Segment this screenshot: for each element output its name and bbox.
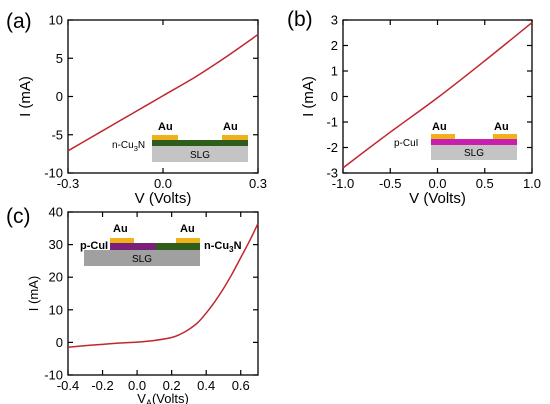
inset-substrate-label: SLG (464, 148, 484, 159)
y-tick-label: 10 (49, 13, 63, 28)
y-tick-label: -10 (44, 166, 63, 181)
y-tick-label: -3 (326, 166, 338, 181)
y-axis-label: I (mA) (300, 76, 317, 117)
device-inset: Au Au SLG n-Cu3N (112, 121, 248, 162)
x-axis-label: V (Volts) (135, 190, 192, 207)
y-axis-label: I (mA) (17, 76, 34, 117)
y-tick-label: 10 (49, 302, 63, 317)
series-line (67, 33, 259, 152)
x-tick-label: -0.4 (57, 378, 79, 393)
y-tick-label: 3 (331, 13, 338, 28)
inset-substrate (84, 250, 200, 266)
inset-contact-right (222, 135, 248, 140)
panel-b: (b) -1.0 -0.5 0.0 0.5 1.0 -3 -2 -1 0 1 2 3 V (Volts) I… (287, 8, 541, 207)
x-tick-label: 0.2 (163, 378, 181, 393)
y-tick-label: 40 (49, 205, 63, 220)
y-tick-label: -10 (44, 368, 63, 383)
inset-substrate (431, 145, 517, 160)
y-tick-label: 30 (49, 237, 63, 252)
panel-label: (a) (6, 10, 32, 33)
inset-contact-left (431, 134, 455, 139)
y-tick-label: 0 (56, 335, 63, 350)
panel-label: (b) (287, 8, 313, 31)
inset-contact-right-label: Au (494, 121, 509, 133)
inset-layer (431, 139, 517, 145)
inset-contact-right-label: Au (180, 223, 195, 235)
x-tick-label: -0.2 (91, 378, 113, 393)
inset-contact-left (152, 135, 178, 140)
inset-contact-right (176, 238, 200, 243)
x-tick-label: 0.3 (249, 176, 267, 191)
y-tick-label: 0 (331, 89, 338, 104)
x-tick-label: -1.0 (332, 176, 354, 191)
inset-substrate-label: SLG (132, 254, 152, 265)
series-line (342, 21, 533, 169)
device-inset: Au Au SLG p-CuI n-Cu3N (80, 223, 242, 266)
y-tick-label: 2 (331, 38, 338, 53)
plot-frame (67, 211, 259, 376)
series-line (67, 223, 259, 349)
inset-contact-left (110, 238, 134, 243)
y-tick-label: -1 (326, 115, 338, 130)
inset-layer-label: p-CuI (394, 138, 418, 149)
y-tick-label: 1 (331, 64, 338, 79)
inset-right-label: n-Cu3N (204, 240, 242, 254)
y-tick-label: -5 (51, 127, 63, 142)
inset-layer-left (110, 243, 156, 250)
x-tick-label: 0.0 (428, 176, 446, 191)
x-axis-label: VA(Volts) (137, 391, 189, 404)
x-tick-label: 0.6 (232, 378, 250, 393)
inset-layer-label: n-Cu3N (112, 140, 145, 153)
x-axis-label: V (Volts) (409, 190, 466, 207)
x-tick-label: 1.0 (523, 176, 541, 191)
inset-contact-right (493, 134, 517, 139)
x-tick-label: 0.0 (128, 378, 146, 393)
inset-contact-left-label: Au (158, 121, 173, 133)
x-tick-label: 0.5 (476, 176, 494, 191)
inset-contact-right-label: Au (223, 121, 238, 133)
inset-substrate (152, 146, 248, 162)
y-axis-label: I (mA) (26, 276, 41, 311)
x-tick-label: 0.0 (154, 176, 172, 191)
y-tick-label: 0 (56, 89, 63, 104)
inset-contact-left-label: Au (432, 121, 447, 133)
y-tick-label: -2 (326, 140, 338, 155)
inset-layer-right (156, 243, 200, 250)
x-tick-label: -0.5 (379, 176, 401, 191)
y-tick-label: 20 (49, 270, 63, 285)
y-tick-label: 5 (56, 51, 63, 66)
x-tick-label: -0.3 (57, 176, 79, 191)
inset-contact-left-label: Au (113, 223, 128, 235)
inset-layer (152, 140, 248, 146)
panel-c: (c) -0.4 -0.2 0.0 0.2 0.4 0.6 -10 0 10 20 30 40 VA(Vo… (6, 205, 259, 404)
inset-substrate-label: SLG (190, 150, 210, 161)
device-inset: Au Au SLG p-CuI (394, 121, 517, 160)
x-tick-label: 0.4 (197, 378, 215, 393)
panel-label: (c) (6, 205, 31, 228)
inset-left-label: p-CuI (80, 240, 108, 252)
